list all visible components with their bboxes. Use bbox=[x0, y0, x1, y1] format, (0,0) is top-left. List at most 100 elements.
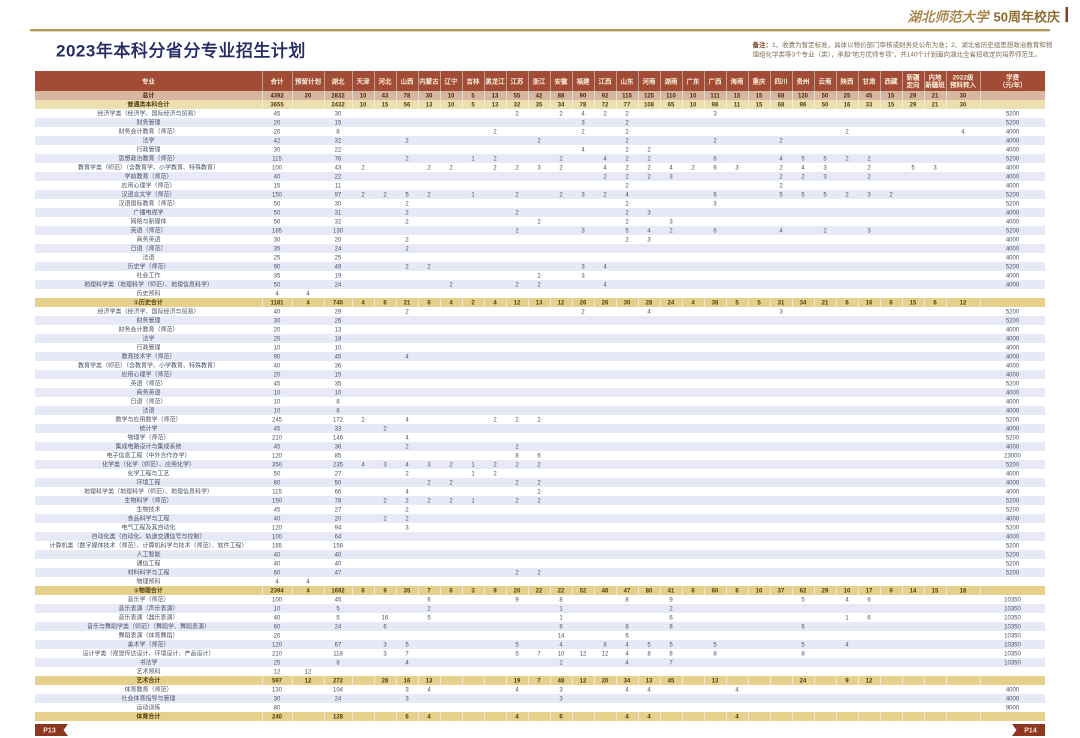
value-cell bbox=[462, 127, 484, 136]
value-cell: 4000 bbox=[980, 325, 1045, 334]
value-cell bbox=[880, 154, 902, 163]
value-cell bbox=[440, 658, 462, 667]
value-cell bbox=[726, 523, 748, 532]
value-cell bbox=[748, 244, 770, 253]
value-cell bbox=[594, 469, 616, 478]
value-cell bbox=[704, 451, 726, 460]
major-name-cell: 音乐表演（声乐表演） bbox=[35, 604, 262, 613]
value-cell bbox=[704, 613, 726, 622]
value-cell bbox=[418, 118, 440, 127]
value-cell bbox=[528, 388, 550, 397]
value-cell bbox=[924, 316, 946, 325]
value-cell bbox=[638, 703, 660, 712]
value-cell: 45 bbox=[262, 424, 292, 433]
value-cell: 77 bbox=[616, 100, 639, 109]
value-cell: 15 bbox=[374, 100, 397, 109]
major-name-cell: 数学与应用数学（师范） bbox=[35, 415, 262, 424]
value-cell bbox=[462, 703, 484, 712]
value-cell bbox=[682, 649, 704, 658]
value-cell bbox=[814, 523, 836, 532]
value-cell bbox=[374, 658, 396, 667]
value-cell bbox=[946, 172, 980, 181]
value-cell bbox=[836, 514, 858, 523]
value-cell: 5 bbox=[770, 190, 792, 199]
value-cell: 2 bbox=[836, 154, 858, 163]
value-cell bbox=[484, 568, 506, 577]
value-cell bbox=[682, 280, 704, 289]
value-cell bbox=[440, 235, 462, 244]
value-cell: 4 bbox=[506, 685, 528, 694]
value-cell bbox=[352, 235, 374, 244]
value-cell bbox=[770, 613, 792, 622]
value-cell bbox=[418, 658, 440, 667]
value-cell: 26 bbox=[324, 316, 352, 325]
value-cell bbox=[726, 541, 748, 550]
value-cell bbox=[594, 271, 616, 280]
value-cell bbox=[484, 379, 506, 388]
value-cell bbox=[484, 595, 506, 604]
value-cell bbox=[550, 118, 572, 127]
value-cell bbox=[352, 109, 374, 118]
value-cell bbox=[418, 406, 440, 415]
value-cell bbox=[528, 433, 550, 442]
value-cell: 4 bbox=[418, 685, 440, 694]
value-cell bbox=[902, 550, 924, 559]
value-cell bbox=[814, 118, 836, 127]
value-cell bbox=[638, 415, 660, 424]
value-cell bbox=[660, 478, 682, 487]
value-cell bbox=[814, 127, 836, 136]
value-cell bbox=[374, 370, 396, 379]
value-cell bbox=[418, 532, 440, 541]
value-cell bbox=[924, 676, 947, 685]
value-cell bbox=[902, 244, 924, 253]
value-cell bbox=[946, 541, 980, 550]
value-cell bbox=[770, 631, 792, 640]
value-cell bbox=[902, 181, 924, 190]
value-cell bbox=[770, 397, 792, 406]
value-cell: 10350 bbox=[980, 604, 1045, 613]
value-cell bbox=[594, 532, 616, 541]
value-cell bbox=[528, 118, 550, 127]
value-cell bbox=[660, 262, 682, 271]
value-cell bbox=[352, 514, 374, 523]
value-cell bbox=[748, 613, 770, 622]
value-cell: 35 bbox=[528, 100, 551, 109]
value-cell: 45 bbox=[262, 379, 292, 388]
value-cell: 3 bbox=[704, 199, 726, 208]
value-cell: 3 bbox=[704, 109, 726, 118]
value-cell bbox=[980, 586, 1046, 595]
value-cell: 6 bbox=[704, 163, 726, 172]
value-cell bbox=[550, 262, 572, 271]
table-row: 食品科学与工程 40 20 2 2 4000 bbox=[35, 514, 1045, 523]
table-row: 计算机类（数字媒体技术（师范）、计算机科学与技术（师范）、软件工程） 185 156… bbox=[35, 541, 1045, 550]
value-cell: 4 bbox=[440, 298, 463, 307]
value-cell: 15 bbox=[324, 370, 352, 379]
value-cell bbox=[638, 469, 660, 478]
value-cell bbox=[946, 406, 980, 415]
major-name-cell: 材料科学与工程 bbox=[35, 568, 262, 577]
value-cell bbox=[770, 514, 792, 523]
value-cell bbox=[374, 433, 396, 442]
value-cell bbox=[616, 397, 638, 406]
column-header: 天津 bbox=[352, 71, 375, 91]
value-cell bbox=[704, 316, 726, 325]
value-cell bbox=[726, 667, 748, 676]
value-cell bbox=[836, 370, 858, 379]
value-cell: 6 bbox=[374, 622, 396, 631]
value-cell: 2 bbox=[704, 136, 726, 145]
value-cell: 2 bbox=[506, 163, 528, 172]
table-row: 材料科学与工程 60 47 2 2 5200 bbox=[35, 568, 1045, 577]
value-cell bbox=[440, 208, 462, 217]
value-cell: 28 bbox=[374, 676, 397, 685]
table-row: 书法学 25 8 4 2 4 7 10350 bbox=[35, 658, 1045, 667]
value-cell bbox=[550, 226, 572, 235]
value-cell bbox=[946, 289, 980, 298]
value-cell bbox=[638, 217, 660, 226]
value-cell: 41 bbox=[660, 586, 683, 595]
value-cell: 6 bbox=[858, 595, 880, 604]
table-row: 电气工程及其自动化 120 94 3 5200 bbox=[35, 523, 1045, 532]
value-cell bbox=[682, 190, 704, 199]
value-cell bbox=[946, 685, 980, 694]
value-cell bbox=[792, 460, 814, 469]
value-cell bbox=[682, 685, 704, 694]
